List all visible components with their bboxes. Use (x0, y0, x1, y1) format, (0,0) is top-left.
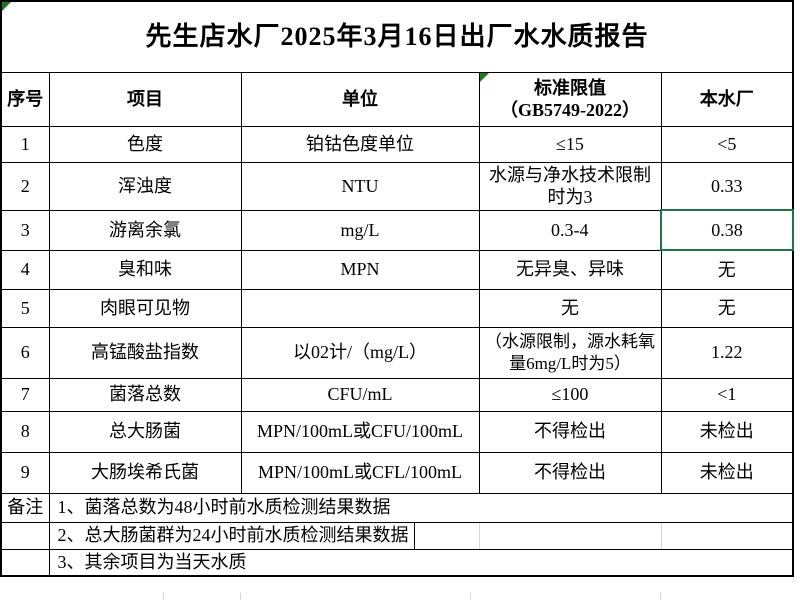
notes-row-2: 2、总大肠菌群为24小时前水质检测结果数据 (0, 521, 794, 550)
cell-plant[interactable]: 未检出 (660, 410, 794, 453)
cell-plant[interactable]: 无 (660, 288, 794, 328)
table-row: 2 浑浊度 NTU 水源与净水技术限制时为3 0.33 (0, 161, 794, 211)
cell-unit[interactable] (240, 288, 480, 328)
cell-unit[interactable]: NTU (240, 161, 480, 211)
page-title: 先生店水厂2025年3月16日出厂水水质报告 (145, 21, 649, 51)
faint-gridline (660, 593, 661, 600)
cell-standard[interactable]: ≤15 (478, 125, 662, 163)
notes-row-1: 备注 1、菌落总数为48小时前水质检测结果数据 (0, 492, 794, 523)
cell-unit[interactable]: MPN/100mL或CFU/100mL (240, 410, 480, 453)
table-row: 4 臭和味 MPN 无异臭、异味 无 (0, 249, 794, 290)
cell-item[interactable]: 高锰酸盐指数 (48, 326, 242, 379)
table-row: 5 肉眼可见物 无 无 (0, 288, 794, 328)
selected-cell[interactable]: 0.38 (659, 209, 795, 251)
table-row: 3 游离余氯 mg/L 0.3-4 0.38 (0, 209, 795, 251)
note-line-2[interactable]: 2、总大肠菌群为24小时前水质检测结果数据 (48, 521, 794, 550)
cell-plant[interactable]: <5 (660, 125, 794, 163)
cell-item[interactable]: 臭和味 (48, 249, 242, 290)
table-row: 6 高锰酸盐指数 以02计/（mg/L） （水源限制，源水耗氧量6mg/L时为5… (0, 326, 794, 379)
cell-item[interactable]: 游离余氯 (48, 209, 242, 251)
header-col-plant[interactable]: 本水厂 (660, 71, 794, 127)
cell-no[interactable]: 6 (0, 326, 50, 379)
table-row: 1 色度 铂钴色度单位 ≤15 <5 (0, 125, 794, 163)
cell-plant[interactable]: 0.33 (660, 161, 794, 211)
faint-gridline (660, 523, 662, 548)
cell-item[interactable]: 肉眼可见物 (48, 288, 242, 328)
cell-unit[interactable]: 铂钴色度单位 (240, 125, 480, 163)
header-col-standard[interactable]: 标准限值 （GB5749-2022） (478, 71, 662, 127)
cell-unit[interactable]: MPN (240, 249, 480, 290)
cell-no[interactable]: 9 (0, 451, 50, 494)
cell-standard[interactable]: 水源与净水技术限制时为3 (478, 161, 662, 211)
faint-gridline (240, 593, 241, 600)
report-title-cell[interactable]: 先生店水厂2025年3月16日出厂水水质报告 (0, 0, 794, 73)
header-col-no[interactable]: 序号 (0, 71, 50, 127)
note-line-1[interactable]: 1、菌落总数为48小时前水质检测结果数据 (48, 492, 794, 523)
cell-no[interactable]: 8 (0, 410, 50, 453)
cell-no[interactable]: 1 (0, 125, 50, 163)
cell-no[interactable]: 5 (0, 288, 50, 328)
faint-gridline (163, 593, 164, 600)
cell-item[interactable]: 大肠埃希氏菌 (48, 451, 242, 494)
cell-standard[interactable]: ≤100 (478, 377, 662, 412)
table-row: 7 菌落总数 CFU/mL ≤100 <1 (0, 377, 794, 412)
header-col-unit[interactable]: 单位 (240, 71, 480, 127)
cell-item[interactable]: 总大肠菌 (48, 410, 242, 453)
cell-standard[interactable]: 不得检出 (478, 410, 662, 453)
water-quality-table: 先生店水厂2025年3月16日出厂水水质报告 序号 项目 单位 标准限值 （GB… (0, 0, 795, 577)
note-line-2-text: 2、总大肠菌群为24小时前水质检测结果数据 (57, 525, 409, 546)
table-row: 9 大肠埃希氏菌 MPN/100mL或CFL/100mL 不得检出 未检出 (0, 451, 794, 494)
standard-header-line2: （GB5749-2022） (499, 100, 640, 120)
cell-plant[interactable]: 未检出 (660, 451, 794, 494)
cell-no[interactable]: 3 (0, 209, 50, 251)
cell-unit[interactable]: mg/L (240, 209, 480, 251)
cell-standard[interactable]: 无异臭、异味 (478, 249, 662, 290)
notes-row-3: 3、其余项目为当天水质 (0, 548, 794, 577)
cell-unit[interactable]: MPN/100mL或CFL/100mL (240, 451, 480, 494)
cell-standard[interactable]: 不得检出 (478, 451, 662, 494)
cell-item[interactable]: 色度 (48, 125, 242, 163)
cell-no[interactable]: 4 (0, 249, 50, 290)
cell-standard[interactable]: 无 (478, 288, 662, 328)
cell-plant[interactable]: 1.22 (660, 326, 794, 379)
faint-gridline (478, 523, 480, 548)
note-line-3[interactable]: 3、其余项目为当天水质 (48, 548, 794, 577)
cell-unit[interactable]: CFU/mL (240, 377, 480, 412)
cell-no[interactable]: 7 (0, 377, 50, 412)
cell-plant[interactable]: 无 (660, 249, 794, 290)
cell-item[interactable]: 浑浊度 (48, 161, 242, 211)
header-col-item[interactable]: 项目 (48, 71, 242, 127)
cell-border-stub (413, 523, 415, 548)
standard-header-line1: 标准限值 (534, 77, 606, 98)
notes-empty-cell[interactable] (0, 521, 50, 550)
notes-empty-cell[interactable] (0, 548, 50, 577)
faint-gridline (470, 593, 471, 600)
cell-plant[interactable]: <1 (660, 377, 794, 412)
notes-label-cell[interactable]: 备注 (0, 492, 50, 523)
cell-no[interactable]: 2 (0, 161, 50, 211)
table-row: 8 总大肠菌 MPN/100mL或CFU/100mL 不得检出 未检出 (0, 410, 794, 453)
cell-unit[interactable]: 以02计/（mg/L） (240, 326, 480, 379)
cell-item[interactable]: 菌落总数 (48, 377, 242, 412)
cell-standard[interactable]: 0.3-4 (478, 209, 662, 251)
cell-standard[interactable]: （水源限制，源水耗氧量6mg/L时为5） (478, 326, 662, 379)
